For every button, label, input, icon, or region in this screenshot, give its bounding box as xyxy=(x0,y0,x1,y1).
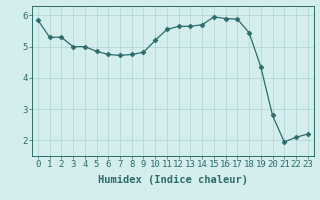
X-axis label: Humidex (Indice chaleur): Humidex (Indice chaleur) xyxy=(98,175,248,185)
